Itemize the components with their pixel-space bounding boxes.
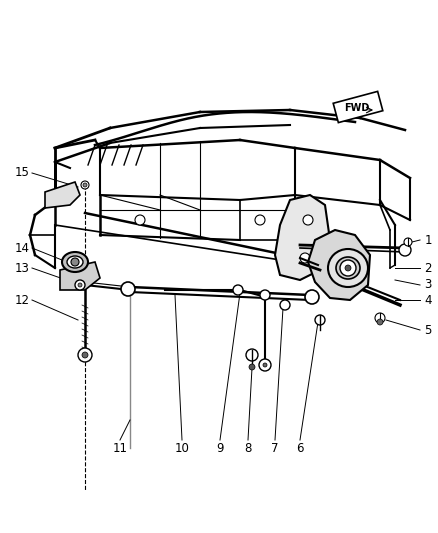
Text: 15: 15 (14, 166, 29, 180)
Circle shape (255, 215, 265, 225)
Circle shape (263, 363, 267, 367)
Text: 7: 7 (271, 441, 279, 455)
Circle shape (246, 349, 258, 361)
Text: 2: 2 (424, 262, 432, 274)
Circle shape (121, 282, 135, 296)
Circle shape (71, 258, 79, 266)
Text: 14: 14 (14, 241, 29, 254)
Circle shape (259, 359, 271, 371)
Circle shape (345, 265, 351, 271)
Circle shape (135, 215, 145, 225)
Polygon shape (275, 195, 330, 280)
Circle shape (249, 364, 255, 370)
Text: 3: 3 (424, 279, 432, 292)
Text: 11: 11 (113, 441, 127, 455)
Circle shape (404, 238, 412, 246)
Circle shape (260, 290, 270, 300)
Polygon shape (45, 182, 80, 208)
Ellipse shape (62, 252, 88, 272)
Text: 8: 8 (244, 441, 252, 455)
Text: 9: 9 (216, 441, 224, 455)
Circle shape (75, 280, 85, 290)
Circle shape (81, 181, 89, 189)
FancyBboxPatch shape (333, 91, 383, 123)
Text: 4: 4 (424, 294, 432, 306)
Text: 12: 12 (14, 294, 29, 306)
Circle shape (399, 244, 411, 256)
Circle shape (233, 285, 243, 295)
Text: 5: 5 (424, 324, 432, 336)
Circle shape (377, 319, 383, 325)
Ellipse shape (336, 257, 360, 279)
Circle shape (300, 253, 310, 263)
Polygon shape (308, 230, 370, 300)
Circle shape (315, 315, 325, 325)
Text: 1: 1 (424, 233, 432, 246)
Circle shape (375, 313, 385, 323)
Text: FWD: FWD (344, 103, 369, 114)
Circle shape (280, 300, 290, 310)
Text: 10: 10 (175, 441, 190, 455)
Circle shape (78, 348, 92, 362)
Circle shape (340, 260, 356, 276)
Text: 13: 13 (14, 262, 29, 274)
Circle shape (78, 283, 82, 287)
Circle shape (82, 352, 88, 358)
Ellipse shape (328, 249, 368, 287)
Polygon shape (60, 262, 100, 290)
Circle shape (83, 183, 87, 187)
Ellipse shape (67, 256, 83, 268)
Circle shape (303, 215, 313, 225)
Circle shape (305, 290, 319, 304)
Text: 6: 6 (296, 441, 304, 455)
